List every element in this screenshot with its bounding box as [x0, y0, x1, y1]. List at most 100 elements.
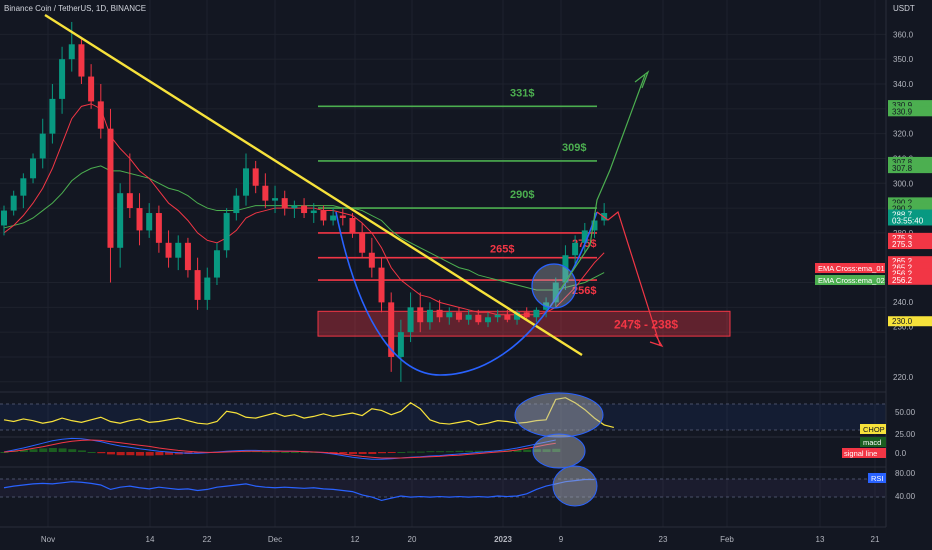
candle-body	[59, 59, 66, 99]
macd-histogram-bar	[329, 452, 338, 453]
candle-body	[339, 215, 346, 219]
price-tag	[888, 197, 932, 208]
macd-histogram-bar	[39, 448, 48, 452]
macd-histogram-bar	[474, 450, 483, 452]
chop-line	[3, 397, 614, 429]
candle-body	[388, 302, 395, 357]
chart-title: Binance Coin / TetherUS, 1D, BINANCE	[4, 4, 147, 13]
price-tag	[888, 268, 932, 279]
indicator-panes	[0, 391, 886, 507]
candle-body	[107, 128, 114, 248]
ema-legend-text: EMA Cross:ema_02	[818, 276, 885, 285]
price-axis[interactable]: 360.0350.0340.0330.0320.0310.0300.0290.0…	[815, 0, 932, 527]
candles[interactable]	[1, 21, 608, 382]
price-tag	[888, 215, 932, 226]
candle-body	[552, 282, 559, 303]
level-label: 309$	[562, 142, 586, 154]
macd-histogram-bar	[87, 452, 96, 453]
rsi-tick: 80.00	[895, 469, 916, 478]
x-tick-label: Feb	[720, 535, 734, 544]
macd-histogram-bar	[378, 452, 387, 454]
candle-body	[262, 185, 269, 201]
x-tick-label: 23	[659, 535, 668, 544]
candle-body	[368, 252, 375, 268]
candle-body	[581, 230, 588, 243]
candle-body	[301, 205, 308, 214]
candle-body	[572, 242, 579, 256]
price-tag-text: 275.3	[892, 234, 913, 243]
signal-line	[3, 439, 556, 459]
candle-body	[194, 270, 201, 300]
candle-body	[184, 242, 191, 271]
grid	[0, 0, 886, 527]
price-tag-text: 256.2	[892, 270, 913, 279]
price-tag	[888, 274, 932, 285]
price-tag-text: 290.2	[892, 198, 913, 207]
candle-body	[426, 309, 433, 323]
macd-histogram-bar	[494, 450, 503, 452]
y-tick-label: 240.0	[893, 298, 914, 307]
level-label: 290$	[510, 189, 534, 201]
candle-body	[455, 312, 462, 320]
candle-body	[213, 250, 220, 278]
price-tag-text: 230.0	[892, 317, 913, 326]
candle-body	[485, 317, 491, 323]
candle-body	[397, 332, 404, 357]
currency-label[interactable]: USDT	[893, 4, 915, 13]
price-tag-text: 288.7	[892, 211, 913, 220]
macd-histogram-bar	[58, 448, 67, 452]
macd-histogram-bar	[0, 452, 9, 453]
rsi-band	[0, 479, 886, 497]
cup-curve	[335, 211, 598, 376]
candle-body	[291, 205, 298, 209]
rsi-highlight	[552, 465, 598, 507]
macd-histogram-bar	[552, 448, 561, 452]
price-tag-text: 330.9	[892, 101, 913, 110]
signal-tag-text: signal line	[844, 449, 877, 458]
macd-histogram-bar	[155, 452, 164, 456]
candle-body	[39, 133, 46, 159]
candle-body	[591, 220, 598, 231]
x-tick-label: Dec	[268, 535, 282, 544]
rsi-tag-text: RSI	[871, 474, 884, 483]
x-tick-label: 14	[146, 535, 155, 544]
candle-body	[223, 213, 230, 251]
x-tick-label: 20	[408, 535, 417, 544]
candle-body	[10, 195, 17, 211]
price-tag	[888, 239, 932, 250]
candle-body	[417, 307, 424, 323]
price-tag	[888, 316, 932, 327]
candle-body	[504, 314, 511, 320]
macd-histogram-bar	[29, 449, 38, 452]
price-tag-text: 265.2	[892, 263, 913, 272]
macd-histogram-bar	[97, 452, 106, 454]
candle-body	[378, 267, 385, 303]
candle-body	[310, 210, 317, 214]
macd-histogram-bar	[397, 452, 406, 453]
price-tag	[888, 209, 932, 220]
macd-tag	[860, 437, 886, 447]
y-tick-label: 320.0	[893, 130, 914, 139]
macd-histogram-bar	[523, 449, 532, 452]
candle-body	[97, 101, 104, 129]
macd-histogram-bar	[261, 451, 270, 453]
chop-tick: 50.00	[895, 408, 916, 417]
signal-tag	[842, 448, 886, 458]
candle-body	[407, 307, 414, 333]
x-tick-label: 13	[816, 535, 825, 544]
descending-trendline	[44, 13, 583, 357]
candle-body	[475, 314, 482, 323]
macd-histogram-bar	[436, 451, 445, 453]
time-axis[interactable]: Nov 14 22 Dec 12 20 2023 9 23 Feb 13 21	[0, 526, 886, 544]
macd-histogram-bar	[513, 450, 522, 452]
price-tag	[888, 256, 932, 267]
chop-tag	[860, 424, 886, 434]
drawings	[44, 13, 664, 376]
x-tick-label: 22	[203, 535, 212, 544]
macd-histogram-bar	[136, 452, 145, 456]
macd-histogram-bar	[48, 448, 57, 452]
macd-histogram-bar	[445, 451, 454, 453]
chop-tick: 25.00	[895, 430, 916, 439]
